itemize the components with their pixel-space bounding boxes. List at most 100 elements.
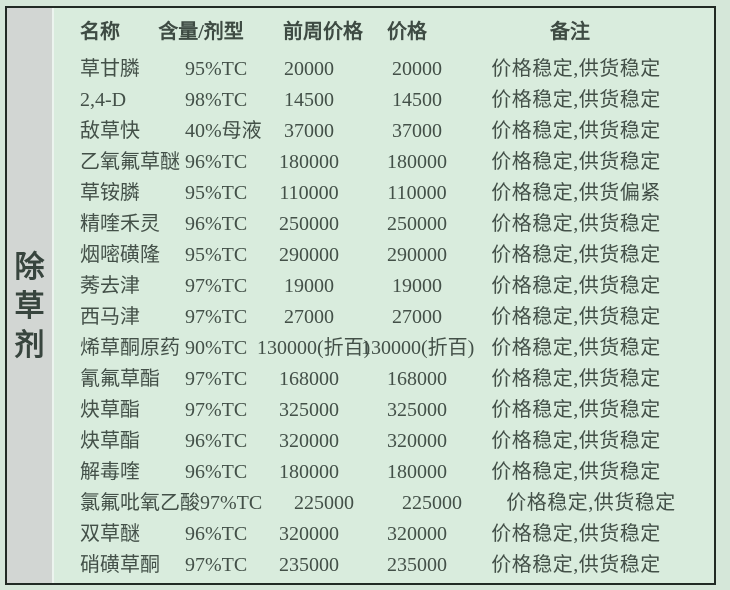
table-row: 西马津 97%TC 27000 27000 价格稳定,供货稳定 (54, 302, 714, 333)
current-price: 235000 (387, 554, 447, 576)
remark: 价格稳定,供货稳定 (491, 213, 661, 235)
current-price: 19000 (392, 275, 442, 297)
previous-week-price: 325000 (279, 399, 339, 421)
pesticide-name: 精喹禾灵 (80, 213, 160, 235)
category-label-herbicide: 除草剂 (15, 248, 45, 365)
previous-week-price: 130000(折百) (257, 337, 371, 359)
content-formulation: 90%TC (185, 337, 248, 359)
table-row: 草铵膦 95%TC 110000 110000 价格稳定,供货偏紧 (54, 178, 714, 209)
table-row: 敌草快 40%母液 37000 37000 价格稳定,供货稳定 (54, 116, 714, 147)
current-price: 20000 (392, 58, 442, 80)
content-formulation: 96%TC (185, 151, 248, 173)
content-formulation: 97%TC (185, 399, 248, 421)
remark: 价格稳定,供货稳定 (491, 58, 661, 80)
pesticide-name: 炔草酯 (80, 430, 140, 452)
pesticide-name: 氯氟吡氧乙酸 (80, 492, 200, 514)
table-row: 双草醚 96%TC 320000 320000 价格稳定,供货稳定 (54, 519, 714, 550)
current-price: 14500 (392, 89, 442, 111)
remark: 价格稳定,供货稳定 (491, 151, 661, 173)
previous-week-price: 225000 (294, 492, 354, 514)
table-row: 精喹禾灵 96%TC 250000 250000 价格稳定,供货稳定 (54, 209, 714, 240)
previous-week-price: 37000 (284, 120, 334, 142)
current-price: 110000 (387, 182, 447, 204)
table-row: 氰氟草酯 97%TC 168000 168000 价格稳定,供货稳定 (54, 364, 714, 395)
previous-week-price: 110000 (279, 182, 339, 204)
header-remark: 备注 (550, 21, 590, 43)
pesticide-name: 炔草酯 (80, 399, 140, 421)
pesticide-name: 敌草快 (80, 120, 140, 142)
previous-week-price: 180000 (279, 461, 339, 483)
current-price: 290000 (387, 244, 447, 266)
price-table: 名称 含量/剂型 前周价格 价格 备注 草甘膦 95%TC 20000 2000… (54, 8, 714, 583)
content-formulation: 98%TC (185, 89, 248, 111)
previous-week-price: 250000 (279, 213, 339, 235)
previous-week-price: 168000 (279, 368, 339, 390)
category-label-char: 草 (14, 290, 45, 323)
remark: 价格稳定,供货稳定 (491, 89, 661, 111)
remark: 价格稳定,供货稳定 (491, 337, 661, 359)
header-price: 价格 (387, 21, 427, 43)
current-price: 168000 (387, 368, 447, 390)
current-price: 130000(折百) (361, 337, 475, 359)
remark: 价格稳定,供货稳定 (491, 306, 661, 328)
remark: 价格稳定,供货稳定 (491, 368, 661, 390)
content-formulation: 97%TC (185, 554, 248, 576)
current-price: 27000 (392, 306, 442, 328)
previous-week-price: 235000 (279, 554, 339, 576)
pesticide-name: 硝磺草酮 (80, 554, 160, 576)
current-price: 225000 (402, 492, 462, 514)
table-row: 2,4-D 98%TC 14500 14500 价格稳定,供货稳定 (54, 85, 714, 116)
table-row: 氯氟吡氧乙酸 97%TC 225000 225000 价格稳定,供货稳定 (54, 488, 714, 519)
price-table-panel: 除草剂 名称 含量/剂型 前周价格 价格 备注 草甘膦 95%TC 20000 … (5, 6, 716, 585)
remark: 价格稳定,供货稳定 (491, 399, 661, 421)
pesticide-name: 乙氧氟草醚 (80, 151, 180, 173)
table-row: 莠去津 97%TC 19000 19000 价格稳定,供货稳定 (54, 271, 714, 302)
previous-week-price: 19000 (284, 275, 334, 297)
table-header-row: 名称 含量/剂型 前周价格 价格 备注 (54, 8, 714, 54)
content-formulation: 40%母液 (185, 120, 262, 142)
pesticide-name: 烟嘧磺隆 (80, 244, 160, 266)
pesticide-name: 烯草酮原药 (80, 337, 180, 359)
table-row: 烯草酮原药 90%TC 130000(折百) 130000(折百) 价格稳定,供… (54, 333, 714, 364)
content-formulation: 95%TC (185, 244, 248, 266)
header-prev-price: 前周价格 (283, 21, 363, 43)
pesticide-name: 2,4-D (80, 89, 127, 111)
previous-week-price: 320000 (279, 430, 339, 452)
content-formulation: 96%TC (185, 430, 248, 452)
pesticide-name: 氰氟草酯 (80, 368, 160, 390)
table-row: 硝磺草酮 97%TC 235000 235000 价格稳定,供货稳定 (54, 550, 714, 581)
remark: 价格稳定,供货稳定 (506, 492, 676, 514)
content-formulation: 97%TC (185, 368, 248, 390)
remark: 价格稳定,供货稳定 (491, 523, 661, 545)
remark: 价格稳定,供货稳定 (491, 554, 661, 576)
category-sidebar: 除草剂 (7, 8, 54, 583)
header-name: 名称 (80, 21, 120, 43)
header-content: 含量/剂型 (158, 21, 244, 43)
pesticide-name: 草铵膦 (80, 182, 140, 204)
remark: 价格稳定,供货稳定 (491, 275, 661, 297)
table-row: 草甘膦 95%TC 20000 20000 价格稳定,供货稳定 (54, 54, 714, 85)
table-row: 烟嘧磺隆 95%TC 290000 290000 价格稳定,供货稳定 (54, 240, 714, 271)
current-price: 37000 (392, 120, 442, 142)
current-price: 180000 (387, 151, 447, 173)
current-price: 250000 (387, 213, 447, 235)
current-price: 320000 (387, 523, 447, 545)
current-price: 320000 (387, 430, 447, 452)
content-formulation: 96%TC (185, 523, 248, 545)
remark: 价格稳定,供货稳定 (491, 120, 661, 142)
content-formulation: 96%TC (185, 461, 248, 483)
previous-week-price: 290000 (279, 244, 339, 266)
previous-week-price: 27000 (284, 306, 334, 328)
previous-week-price: 20000 (284, 58, 334, 80)
table-row: 炔草酯 97%TC 325000 325000 价格稳定,供货稳定 (54, 395, 714, 426)
remark: 价格稳定,供货稳定 (491, 461, 661, 483)
previous-week-price: 180000 (279, 151, 339, 173)
current-price: 325000 (387, 399, 447, 421)
pesticide-name: 解毒喹 (80, 461, 140, 483)
category-label-char: 剂 (14, 329, 45, 362)
content-formulation: 97%TC (200, 492, 263, 514)
remark: 价格稳定,供货稳定 (491, 244, 661, 266)
pesticide-name: 西马津 (80, 306, 140, 328)
remark: 价格稳定,供货稳定 (491, 430, 661, 452)
content-formulation: 95%TC (185, 182, 248, 204)
